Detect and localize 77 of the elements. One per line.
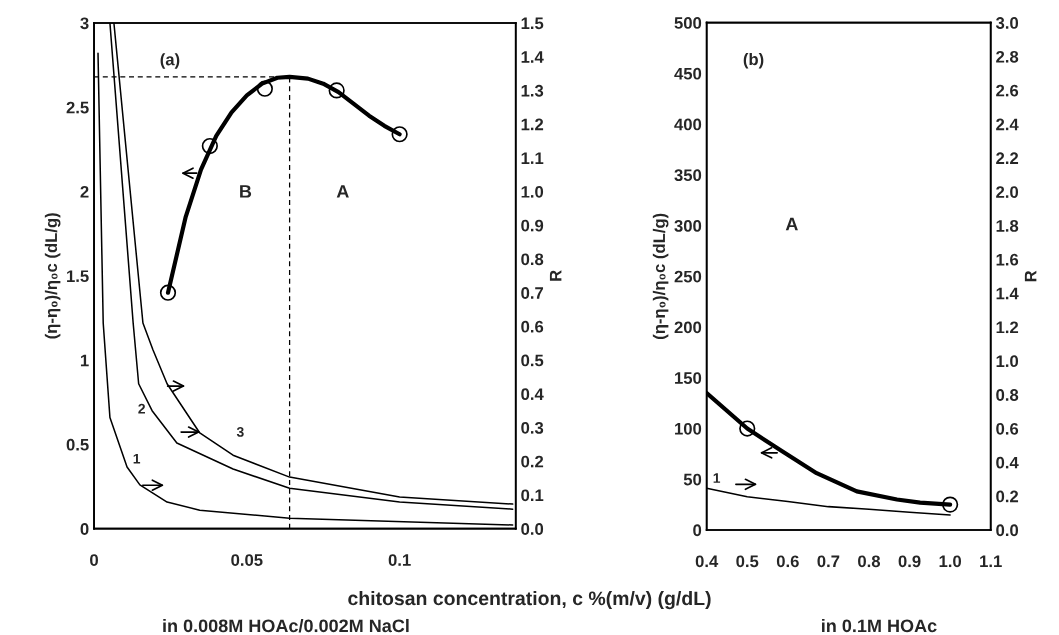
y2-tick-label: 0.7 — [521, 287, 544, 299]
y-tick-label: 0 — [80, 523, 89, 535]
x-tick-label: 0.5 — [736, 555, 759, 568]
y2-tick-label: 2.8 — [996, 50, 1019, 63]
y2-tick-label: 1.4 — [521, 51, 544, 63]
y2-tick-label: 0.0 — [996, 524, 1019, 537]
y2-tick-label: 1.6 — [996, 253, 1019, 266]
x-tick-label: 0.8 — [858, 555, 881, 568]
x-tick-label: 0.6 — [776, 555, 799, 568]
annotation: A — [785, 217, 798, 231]
y2-tick-label: 0.4 — [521, 388, 544, 401]
x-tick-label: 1.1 — [980, 555, 1002, 568]
y-tick-label: 450 — [674, 67, 702, 80]
y2-axis-title: R — [1024, 270, 1037, 282]
y2-tick-label: 0.0 — [521, 523, 544, 535]
annotation: 1 — [133, 453, 141, 464]
y2-tick-label: 2.0 — [996, 186, 1019, 198]
text: in 0.008M HOAc/0.002M NaCl — [163, 618, 409, 633]
x-tick-label: 0.4 — [695, 555, 719, 568]
x-tick-label: 0.7 — [817, 555, 840, 568]
y-tick-label: 1 — [80, 354, 89, 367]
y2-tick-label: 0.5 — [521, 354, 544, 367]
y2-tick-label: 1.0 — [996, 355, 1019, 368]
text: chitosan concentration, c %(m/v) (g/dL) — [348, 590, 711, 610]
y-tick-label: 150 — [675, 372, 702, 384]
annotation: (a) — [160, 53, 180, 69]
y2-tick-label: 3.0 — [995, 17, 1019, 29]
annotation: 3 — [236, 427, 244, 437]
y-tick-label: 400 — [674, 118, 702, 131]
annotation: 2 — [138, 403, 145, 414]
y-tick-label: 3 — [80, 17, 89, 30]
y-tick-label: 500 — [674, 17, 702, 29]
y2-tick-label: 0.1 — [521, 489, 544, 502]
y2-tick-label: 1.2 — [996, 321, 1019, 334]
y-axis-title: (η-η₀)/η₀c (dL/g) — [44, 213, 61, 339]
y-tick-label: 350 — [674, 169, 702, 182]
y2-tick-label: 2.4 — [996, 118, 1019, 131]
y2-tick-label: 0.6 — [996, 422, 1019, 435]
y2-tick-label: 1.4 — [996, 287, 1019, 300]
y-tick-label: 0 — [693, 524, 702, 537]
y2-tick-label: 1.3 — [521, 84, 544, 97]
y2-tick-label: 0.6 — [521, 320, 544, 333]
y-tick-label: 1.5 — [67, 270, 89, 283]
y2-tick-label: 0.2 — [996, 490, 1019, 503]
y2-tick-label: 2.2 — [996, 152, 1019, 164]
y-tick-label: 50 — [683, 473, 702, 486]
y-tick-label: 0.5 — [66, 438, 89, 451]
y-tick-label: 100 — [675, 422, 702, 435]
x-tick-label: 1.0 — [939, 555, 962, 568]
x-tick-label: 0 — [90, 554, 98, 566]
x-tick-label: 0.05 — [231, 554, 263, 566]
y2-tick-label: 1.0 — [521, 185, 544, 198]
y2-tick-label: 0.4 — [996, 456, 1019, 469]
y2-tick-label: 1.5 — [521, 17, 544, 30]
y2-tick-label: 2.6 — [996, 84, 1019, 97]
y2-tick-label: 1.2 — [521, 118, 544, 131]
text: in 0.1M HOAc — [822, 618, 937, 633]
y2-tick-label: 0.8 — [996, 389, 1019, 401]
y-tick-label: 200 — [674, 321, 702, 334]
annotation: B — [240, 185, 252, 198]
y-tick-label: 300 — [674, 219, 702, 232]
y-tick-label: 250 — [674, 270, 702, 283]
y2-tick-label: 0.8 — [521, 253, 544, 266]
y2-tick-label: 0.9 — [521, 219, 544, 232]
y2-tick-label: 0.2 — [521, 455, 544, 468]
y2-tick-label: 0.3 — [521, 421, 544, 434]
annotation: A — [336, 185, 349, 198]
y2-tick-label: 1.1 — [521, 152, 544, 164]
y-axis-title: (η-η₀)/η₀c (dL/g) — [652, 213, 669, 339]
y-tick-label: 2.5 — [66, 101, 89, 114]
y2-tick-label: 1.8 — [996, 219, 1019, 232]
x-tick-label: 0.1 — [388, 554, 411, 566]
annotation: (b) — [743, 52, 764, 69]
y-tick-label: 2 — [80, 185, 89, 198]
y2-axis-title: R — [549, 270, 562, 281]
annotation: 1 — [713, 473, 721, 483]
x-tick-label: 0.9 — [898, 555, 921, 568]
